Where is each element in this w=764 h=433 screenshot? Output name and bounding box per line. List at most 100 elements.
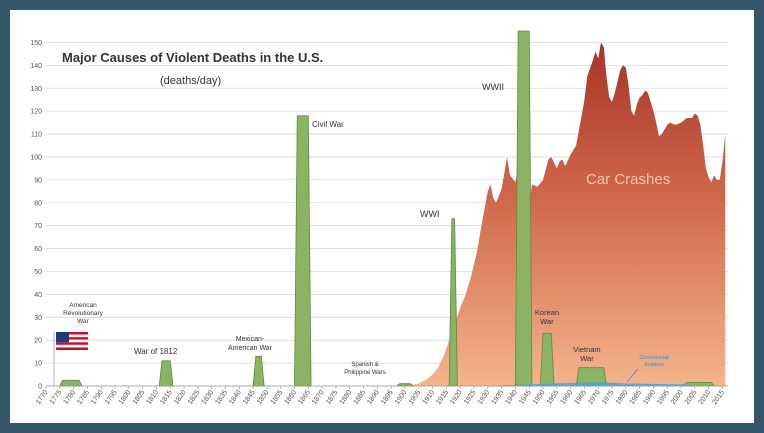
mexican-war-label-2: American War (228, 345, 273, 352)
war-area-0 (59, 379, 83, 387)
flag-stripe (56, 344, 88, 348)
y-tick-label: 20 (34, 338, 42, 345)
wwi-label: WWI (420, 209, 440, 219)
violent-deaths-chart: 0 10 20 30 40 50 60 70 80 90 100 110 120 130 140 150 177… (30, 30, 728, 406)
x-tick-label: 1885 (352, 389, 367, 406)
x-tick-label: 1790 (90, 389, 105, 406)
x-tick-label: 1970 (587, 389, 602, 406)
x-tick-label: 1770 (35, 389, 50, 406)
spanish-wars-label-2: Philippine Wars (344, 370, 385, 376)
y-tick-label: 0 (38, 384, 42, 391)
x-tick-label: 1870 (311, 389, 326, 406)
chart-title: Major Causes of Violent Deaths in the U.… (62, 50, 323, 65)
flag-stripe (56, 337, 88, 340)
x-tick-label: 1920 (449, 389, 464, 406)
war-area-1 (158, 360, 174, 387)
revolutionary-war-label-2: Revolutionary (63, 310, 103, 317)
flag-icon (53, 332, 88, 386)
x-tick-label: 1905 (408, 389, 423, 406)
x-tick-label: 2005 (684, 389, 699, 406)
x-tick-label: 1925 (463, 389, 478, 406)
x-tick-label: 1965 (573, 389, 588, 406)
y-tick-label: 100 (30, 154, 42, 161)
y-tick-label: 30 (34, 315, 42, 322)
x-tick-label: 1915 (435, 389, 450, 406)
y-tick-label: 140 (30, 63, 42, 70)
y-tick-label: 40 (34, 292, 42, 299)
x-tick-label: 1795 (104, 389, 119, 406)
x-tick-label: 1855 (270, 389, 285, 406)
mexican-war-label-1: Mexican- (236, 336, 265, 343)
y-tick-label: 150 (30, 40, 42, 47)
x-tick-label: 1780 (63, 389, 78, 406)
flag-stripe (56, 334, 88, 338)
y-tick-label: 70 (34, 223, 42, 230)
chart-subtitle: (deaths/day) (160, 75, 221, 87)
x-tick-label: 1810 (145, 389, 160, 406)
x-tick-label: 1980 (615, 389, 630, 406)
vietnam-war-label-2: War (580, 354, 594, 363)
x-tick-label: 1960 (560, 389, 575, 406)
war-area-5 (448, 218, 458, 387)
y-tick-label: 110 (31, 132, 42, 139)
x-tick-label: 2010 (698, 389, 713, 406)
x-tick-label: 1875 (325, 389, 340, 406)
flag-stripe (56, 347, 88, 350)
car-crashes-label: Car Crashes (586, 171, 670, 188)
y-tick-label: 10 (34, 361, 42, 368)
x-tick-label: 1865 (297, 389, 312, 406)
wwii-label: WWII (482, 82, 504, 92)
flag-stripe (56, 342, 88, 345)
labels: Major Causes of Violent Deaths in the U.… (62, 50, 670, 383)
x-tick-label: 2015 (711, 389, 726, 406)
x-tick-label: 1890 (366, 389, 381, 406)
y-tick-label: 50 (34, 269, 42, 276)
x-tick-label: 1840 (228, 389, 243, 406)
x-tick-label: 1820 (173, 389, 188, 406)
x-tick-label: 1895 (380, 389, 395, 406)
x-tick-label: 1930 (477, 389, 492, 406)
aviation-label-1: Commercial (639, 355, 668, 361)
war-area-6 (514, 30, 533, 387)
x-tick-label: 1940 (504, 389, 519, 406)
x-tick-label: 1935 (491, 389, 506, 406)
x-tick-label: 1950 (532, 389, 547, 406)
x-tick-label: 1785 (76, 389, 91, 406)
y-tick-label: 120 (30, 109, 42, 116)
revolutionary-war-label-1: American (69, 302, 97, 309)
aviation-label-2: Aviation (644, 362, 663, 368)
x-tick-label: 1850 (256, 389, 271, 406)
x-tick-label: 1825 (187, 389, 202, 406)
war-of-1812-label: War of 1812 (134, 347, 178, 356)
x-tick-label: 1815 (159, 389, 174, 406)
war-area-2 (252, 355, 265, 387)
x-tick-label: 1830 (201, 389, 216, 406)
x-tick-label: 1835 (214, 389, 229, 406)
x-tick-label: 1800 (118, 389, 133, 406)
x-tick-label: 1955 (546, 389, 561, 406)
y-tick-label: 80 (34, 200, 42, 207)
x-tick-label: 1805 (132, 389, 147, 406)
x-tick-label: 2000 (670, 389, 685, 406)
war-area-7 (539, 332, 555, 387)
flag-stripe (56, 332, 88, 335)
x-tick-label: 1990 (642, 389, 657, 406)
y-tick-label: 130 (30, 86, 42, 93)
x-tick-label: 1995 (656, 389, 671, 406)
x-tick-label: 1910 (422, 389, 437, 406)
korean-war-label-1: Korean (535, 308, 559, 317)
wars-series (59, 30, 716, 387)
x-tick-label: 1845 (242, 389, 257, 406)
x-tick-label: 1985 (629, 389, 644, 406)
y-tick-label: 90 (34, 177, 42, 184)
x-tick-label: 1880 (339, 389, 354, 406)
flag-stripe (56, 339, 88, 343)
civil-war-label: Civil War (312, 120, 344, 129)
korean-war-label-2: War (540, 317, 554, 326)
x-tick-label: 1775 (49, 389, 64, 406)
vietnam-war-label-1: Vietnam (573, 345, 600, 354)
spanish-wars-label-1: Spanish & (351, 362, 378, 368)
car-crashes-area (404, 42, 726, 387)
x-tick-label: 1945 (518, 389, 533, 406)
x-tick-label: 1860 (283, 389, 298, 406)
